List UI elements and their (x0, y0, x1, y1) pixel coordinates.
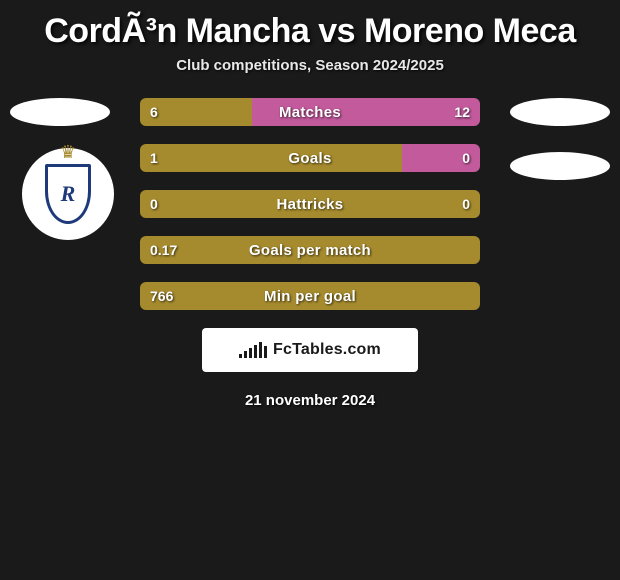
player-right-avatar-2 (510, 152, 610, 180)
stat-bars: Matches612 Goals10 Hattricks00 Goals per ma… (140, 98, 480, 310)
stat-bar (140, 236, 480, 264)
comparison-title: CordÃ³n Mancha vs Moreno Meca (0, 0, 620, 57)
brand-bar (264, 346, 267, 358)
comparison-subtitle: Club competitions, Season 2024/2025 (0, 57, 620, 98)
stat-bar-left-segment (140, 190, 480, 218)
stat-bar-left-segment (140, 144, 402, 172)
stat-row: Hattricks00 (140, 190, 480, 218)
stat-bar (140, 98, 480, 126)
brand-bar (259, 342, 262, 358)
stat-bar-left-segment (140, 236, 480, 264)
stat-row: Goals per match0.17 (140, 236, 480, 264)
brand-bar (254, 345, 257, 358)
player-right-avatar-1 (510, 98, 610, 126)
crest-letter: R (61, 181, 76, 207)
club-crest: ♛ R (22, 148, 114, 240)
stat-bar (140, 282, 480, 310)
stat-bar-left-segment (140, 98, 252, 126)
stat-bar (140, 190, 480, 218)
stat-bar-right-segment (252, 98, 480, 126)
stat-row: Min per goal766 (140, 282, 480, 310)
brand-text: FcTables.com (273, 341, 381, 359)
crown-icon: ♛ (60, 142, 76, 163)
brand-bar (244, 351, 247, 358)
stat-row: Matches612 (140, 98, 480, 126)
shield-icon: R (45, 164, 91, 224)
bar-chart-icon (239, 342, 267, 358)
stat-bar-left-segment (140, 282, 480, 310)
brand-card[interactable]: FcTables.com (202, 328, 418, 372)
brand-bar (249, 348, 252, 358)
brand-bar (239, 354, 242, 358)
stat-bar (140, 144, 480, 172)
comparison-stage: ♛ R Matches612 Goals10 Hattricks00 Goals pe… (0, 98, 620, 310)
stat-row: Goals10 (140, 144, 480, 172)
stat-bar-right-segment (402, 144, 480, 172)
date-stamp: 21 november 2024 (0, 392, 620, 409)
player-left-avatar (10, 98, 110, 126)
